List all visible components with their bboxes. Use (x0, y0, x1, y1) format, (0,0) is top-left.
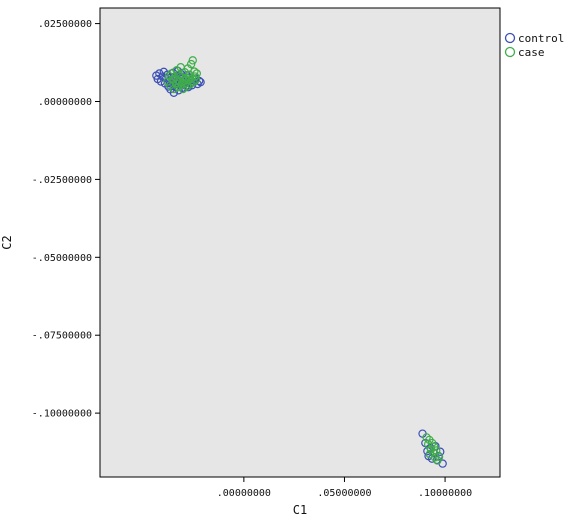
legend-label-control: control (518, 32, 564, 45)
y-axis-title: C2 (0, 235, 14, 249)
x-axis: .00000000 .05000000 .10000000 (217, 477, 472, 499)
y-tick-label-1: .00000000 (38, 97, 92, 108)
x-axis-title: C1 (293, 503, 307, 517)
legend-marker-case (506, 48, 515, 57)
legend-marker-control (506, 34, 515, 43)
y-tick-label-5: -.10000000 (32, 409, 92, 420)
x-tick-label-0: .00000000 (217, 488, 271, 499)
y-tick-label-4: -.07500000 (32, 331, 92, 342)
legend-label-case: case (518, 46, 545, 59)
x-tick-label-1: .05000000 (317, 488, 371, 499)
y-tick-label-0: .02500000 (38, 19, 92, 30)
y-axis: .02500000 .00000000 -.02500000 -.05000000 -.… (32, 19, 100, 420)
y-tick-label-2: -.02500000 (32, 175, 92, 186)
y-tick-label-3: -.05000000 (32, 253, 92, 264)
x-tick-label-2: .10000000 (418, 488, 472, 499)
